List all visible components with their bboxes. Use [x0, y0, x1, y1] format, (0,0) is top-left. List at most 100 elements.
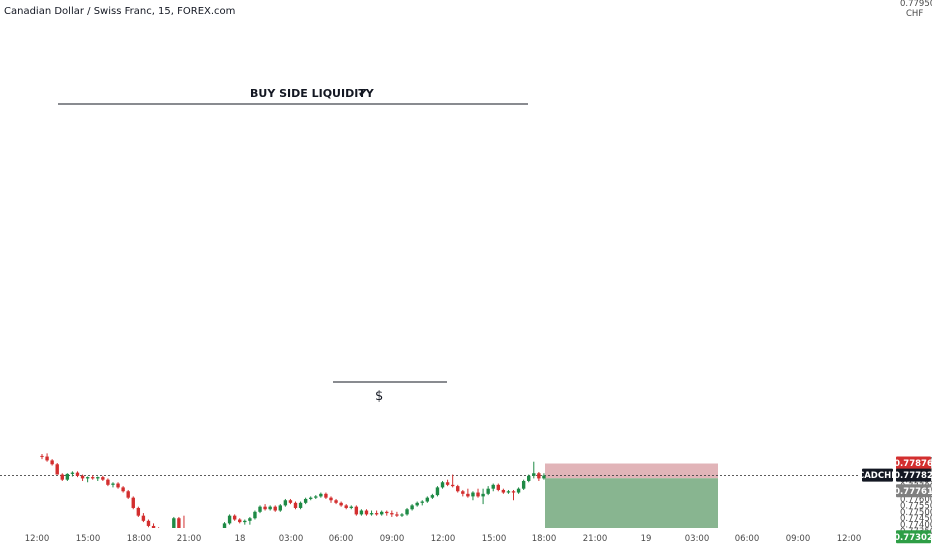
candle-body — [101, 477, 105, 480]
stop-price-badge-text: 0.77876 — [894, 459, 932, 469]
candle-body — [537, 473, 541, 479]
time-tick-label: 03:00 — [685, 534, 710, 544]
price-tick-label: 0.77400 — [900, 521, 932, 531]
candle-body — [263, 506, 267, 510]
candle-body — [60, 474, 64, 480]
candle-body — [40, 455, 44, 457]
symbol-title: Canadian Dollar / Swiss Franc, 15, FOREX… — [2, 6, 238, 17]
candle-body — [491, 484, 495, 489]
time-tick-label: 21:00 — [583, 534, 608, 544]
candle-body — [126, 491, 130, 498]
candle-body — [309, 497, 313, 499]
candle-body — [116, 483, 120, 488]
stop-loss-zone[interactable] — [545, 463, 718, 479]
currency-label: CHF — [906, 9, 923, 19]
candle-body — [435, 487, 440, 496]
candle-body — [364, 510, 369, 515]
candle-body — [339, 502, 343, 506]
time-tick-label: 09:00 — [786, 534, 811, 544]
time-tick-label: 18 — [235, 534, 246, 544]
time-tick-label: 18:00 — [127, 534, 152, 544]
candle-body — [273, 506, 277, 511]
candle-body — [50, 460, 54, 465]
candle-body — [243, 520, 247, 523]
candle-body — [456, 486, 460, 492]
price-tick-label: 0.77450 — [900, 514, 932, 524]
candle-body — [374, 513, 379, 515]
buy-side-liquidity-label: BUY SIDE LIQUIDITY — [250, 87, 375, 100]
candle-body — [85, 477, 90, 479]
current-price-badge-text: 0.77782 — [894, 471, 932, 481]
candle-body — [141, 515, 146, 521]
candle-body — [136, 507, 141, 516]
candle-body — [349, 506, 353, 508]
candle-body — [80, 475, 85, 479]
candle-body — [248, 518, 252, 521]
candle-body — [430, 495, 435, 498]
candle-body — [288, 500, 293, 503]
candle-body — [471, 492, 475, 497]
time-tick-label: 15:00 — [482, 534, 507, 544]
candle-body — [445, 482, 450, 485]
candle-body — [91, 477, 95, 479]
time-tick-label: 12:00 — [25, 534, 50, 544]
candle-body — [70, 472, 75, 474]
candle-body — [75, 472, 80, 476]
candle-body — [369, 513, 374, 515]
candle-body — [390, 513, 394, 515]
candle-body — [486, 488, 490, 494]
target-price-badge-text: 0.77302 — [894, 533, 932, 543]
candle-body — [476, 492, 480, 497]
candle-body — [146, 520, 151, 526]
candle-body — [334, 500, 338, 503]
price-tick-label: 0.77550 — [900, 501, 932, 511]
time-axis-background — [0, 528, 860, 550]
candle-body — [415, 502, 419, 506]
candle-body — [268, 506, 272, 510]
candle-body — [324, 493, 328, 498]
candle-body — [106, 479, 110, 485]
candle-body — [303, 498, 308, 503]
candle-body — [131, 497, 135, 508]
time-axis[interactable]: 12:00 15:00 18:00 21:00 18 03:00 06:00 09:00 12:… — [0, 528, 861, 550]
current-price-badge — [896, 468, 931, 482]
candle-body — [121, 487, 125, 492]
candle-body — [151, 525, 156, 530]
candle-body — [45, 456, 49, 461]
candle-body — [405, 509, 409, 515]
candle-body — [542, 475, 546, 479]
candle-body — [319, 493, 323, 497]
check-mark-icon: ✔ — [358, 86, 368, 100]
candle-body — [354, 506, 359, 515]
entry-price-badge-text: 0.77761 — [894, 487, 932, 497]
candle-body — [466, 493, 470, 497]
time-tick-label: 19 — [641, 534, 652, 544]
candle-body — [253, 511, 257, 519]
dollar-label: $ — [375, 389, 383, 404]
candle-body — [96, 477, 100, 479]
stop-price-badge — [896, 456, 931, 470]
price-tick-label: 0.77500 — [900, 508, 932, 518]
time-tick-label: 06:00 — [735, 534, 760, 544]
candle-body — [293, 502, 298, 508]
candle-body — [461, 491, 465, 494]
symbol-badge — [862, 468, 893, 482]
candle-body — [329, 497, 333, 501]
time-tick-label: 12:00 — [837, 534, 862, 544]
price-tick-label: 0.77600 — [900, 495, 932, 505]
candle-body — [227, 515, 232, 524]
time-tick-label: 15:00 — [76, 534, 101, 544]
candle-body — [298, 502, 303, 508]
candle-body — [359, 510, 364, 515]
candle-body — [420, 501, 424, 503]
time-tick-label: 03:00 — [279, 534, 304, 544]
candle-body — [440, 482, 445, 488]
candle-body — [238, 519, 242, 523]
candle-body — [172, 518, 176, 530]
take-profit-zone[interactable] — [545, 478, 718, 538]
candle-body — [222, 523, 227, 533]
candle-body — [527, 475, 531, 481]
candle-body — [258, 506, 262, 512]
candle-body — [511, 491, 516, 493]
